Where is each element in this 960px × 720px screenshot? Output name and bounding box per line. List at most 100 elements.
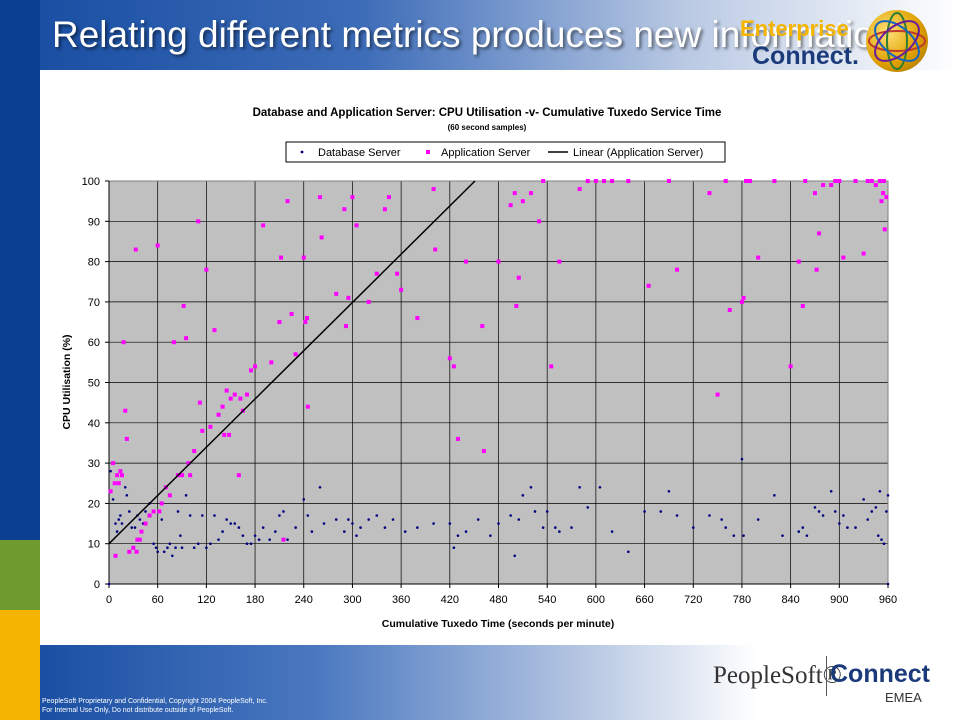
x-tick-label: 60 (152, 594, 164, 606)
data-point-application (116, 481, 121, 486)
data-point-database (179, 534, 182, 537)
left-stripe-green (0, 540, 40, 610)
data-point-application (346, 295, 351, 300)
data-point-application (610, 179, 615, 183)
data-point-database (282, 510, 285, 513)
data-point-application (399, 287, 404, 292)
data-point-application (512, 191, 517, 196)
data-point-application (464, 259, 469, 264)
footer-distribution-note: For Internal Use Only, Do not distribute… (42, 707, 234, 714)
data-point-application (180, 473, 185, 478)
data-point-application (131, 545, 136, 550)
brand-company-name: PeopleSoft® (713, 662, 842, 689)
data-point-application (415, 316, 420, 321)
data-point-application (528, 191, 533, 196)
data-point-application (812, 191, 817, 196)
data-point-database (184, 494, 188, 497)
data-point-database (521, 494, 525, 497)
logo-product-text: Connect. (752, 42, 859, 70)
data-point-application (123, 408, 128, 413)
data-point-application (756, 255, 761, 260)
data-point-database (168, 542, 172, 545)
data-point-application (301, 255, 306, 260)
data-point-application (382, 207, 387, 212)
data-point-application (772, 179, 777, 183)
data-point-application (139, 529, 144, 534)
x-tick-label: 480 (489, 594, 507, 606)
footer-band (40, 645, 960, 720)
data-point-application (343, 324, 348, 329)
data-point-application (447, 356, 452, 361)
data-point-application (118, 469, 123, 474)
data-point-application (480, 324, 485, 329)
data-point-database (724, 526, 728, 529)
series-application-server (108, 179, 889, 558)
data-point-application (232, 392, 237, 397)
data-point-database (383, 526, 387, 529)
data-point-database (123, 485, 127, 489)
data-point-application (134, 549, 139, 554)
data-point-application (601, 179, 606, 183)
data-point-database (886, 582, 890, 586)
data-point-application (366, 299, 371, 304)
data-point-database (554, 526, 557, 529)
data-point-database (268, 538, 271, 541)
x-tick-label: 960 (879, 594, 897, 606)
data-point-database (130, 526, 134, 529)
data-point-database (162, 550, 166, 554)
data-point-database (432, 522, 435, 525)
data-point-application (715, 392, 720, 397)
legend-marker-database (300, 150, 304, 154)
legend-label-application: Application Server (441, 147, 531, 159)
data-point-database (517, 518, 521, 521)
data-point-application (723, 179, 728, 183)
data-point-database (533, 510, 537, 513)
data-point-application (303, 320, 308, 325)
data-point-database (253, 534, 257, 537)
data-point-application (833, 179, 838, 183)
data-point-application (186, 461, 191, 466)
data-point-application (829, 183, 834, 188)
data-point-application (279, 255, 284, 260)
data-point-application (167, 493, 172, 498)
data-point-database (885, 510, 888, 513)
x-tick-label: 840 (781, 594, 799, 606)
data-point-database (842, 514, 845, 517)
data-point-application (305, 404, 310, 409)
data-point-application (227, 432, 232, 437)
data-point-application (224, 388, 229, 393)
data-point-database (797, 530, 801, 533)
trendline-group (108, 180, 476, 545)
data-point-application (289, 311, 294, 316)
data-point-application (137, 537, 142, 542)
data-point-application (212, 328, 217, 333)
data-point-application (743, 179, 748, 183)
data-point-database (886, 494, 890, 497)
data-point-application (228, 396, 233, 401)
data-point-database (174, 546, 177, 550)
data-point-application (192, 449, 197, 454)
data-point-application (882, 227, 887, 232)
data-point-database (355, 534, 358, 537)
data-point-database (286, 538, 289, 541)
rubber-band-ball-icon (866, 10, 928, 72)
data-point-application (884, 195, 889, 200)
data-point-database (119, 514, 122, 517)
data-point-database (209, 542, 212, 545)
data-point-application (374, 271, 379, 276)
data-point-application (121, 340, 126, 345)
series-database-server (107, 457, 890, 586)
data-point-application (741, 295, 746, 300)
data-point-application (455, 436, 460, 441)
data-point-application (204, 267, 209, 272)
data-point-application (516, 275, 521, 280)
data-point-database (180, 546, 184, 550)
data-point-database (188, 514, 192, 517)
data-point-application (135, 537, 140, 542)
data-point-application (707, 191, 712, 196)
data-point-database (476, 518, 480, 521)
data-point-database (489, 534, 492, 537)
header-band (40, 0, 960, 70)
data-point-application (181, 303, 186, 308)
data-point-application (803, 179, 808, 183)
